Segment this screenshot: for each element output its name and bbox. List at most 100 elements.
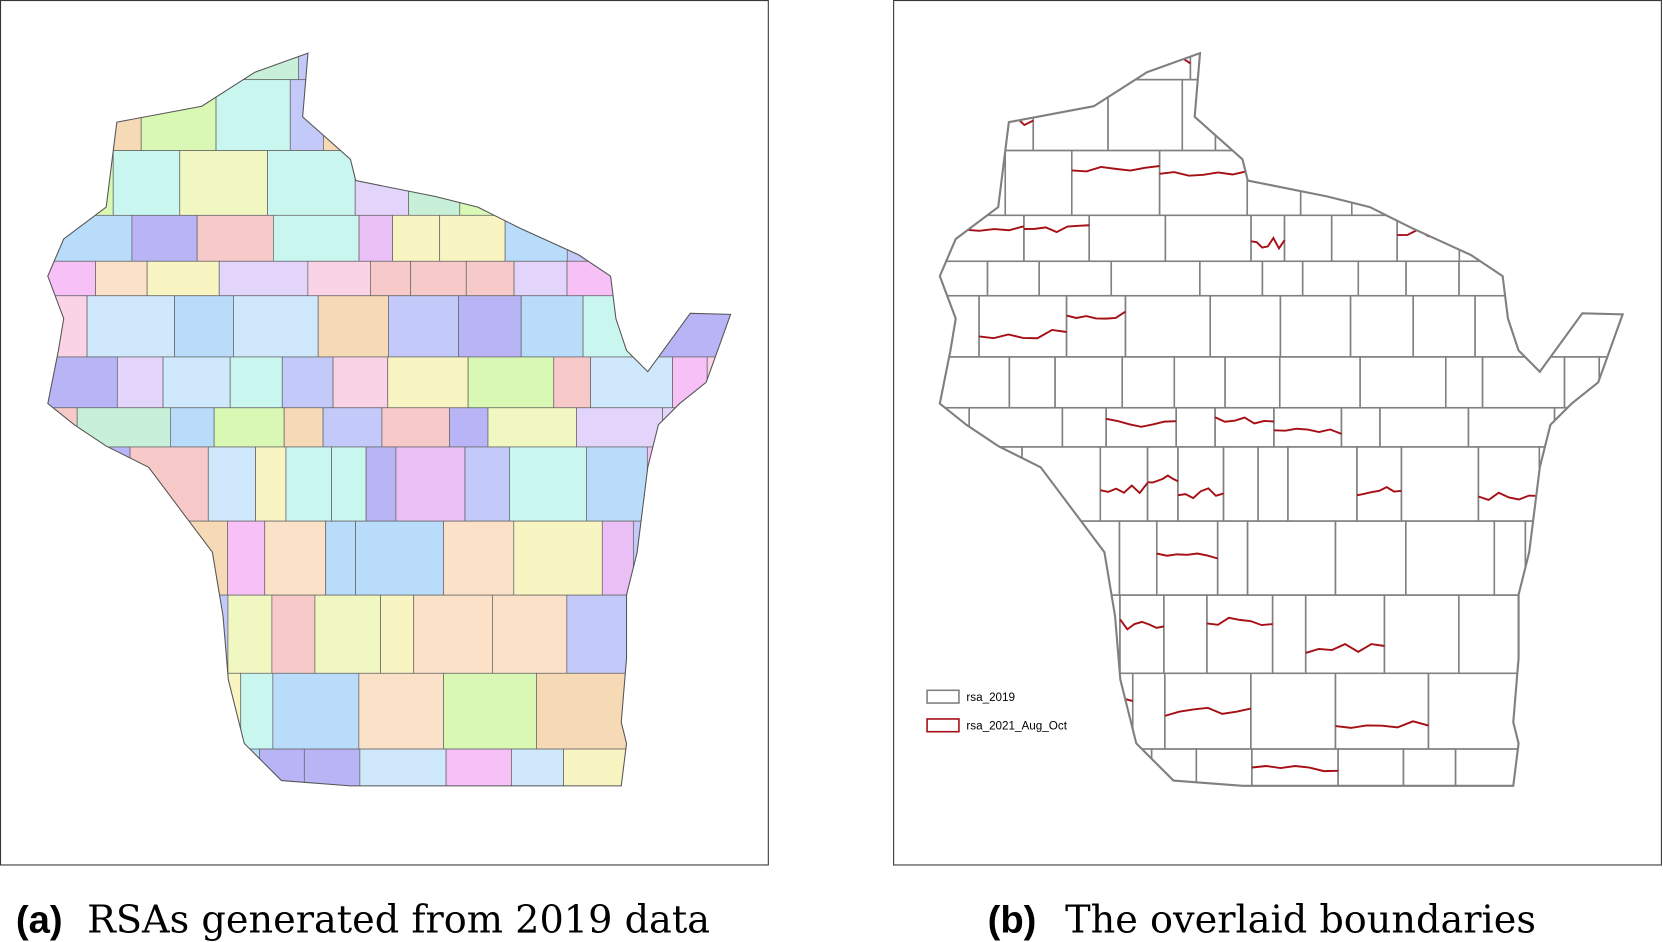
region [358,214,393,262]
region-2021 [1177,487,1224,500]
caption: RSAs generated from 2019 data [87,898,710,942]
region [388,295,459,358]
region-2019 [1121,356,1176,409]
region [227,520,266,596]
region-2019 [1349,294,1415,358]
region-2019 [1301,260,1360,297]
region [370,260,412,297]
region-2019 [1054,356,1124,409]
region-2019 [1477,446,1541,522]
region [576,407,663,448]
region [116,356,164,409]
region [283,407,324,448]
region [513,260,568,297]
region-2021 [1251,765,1339,773]
region-2019 [1004,149,1073,217]
region-2019 [1118,520,1158,596]
region-2019 [1304,594,1386,675]
region [536,672,628,750]
region-2019 [1175,406,1216,448]
region-2021 [1100,482,1149,495]
region [240,672,274,750]
region-2021 [1119,618,1165,631]
region-2019 [1209,294,1282,358]
region-2019 [1124,294,1212,358]
region-2019 [1008,356,1056,409]
region-2019 [1340,406,1381,448]
region [322,407,383,448]
region [215,79,291,151]
region-2019 [1199,260,1264,297]
region [112,150,181,216]
region [273,214,360,262]
region [331,446,367,522]
region [467,356,555,409]
caption: The overlaid boundaries [1065,898,1536,942]
region [267,150,356,216]
region [387,356,469,409]
region-2019 [1099,446,1149,522]
region [392,214,441,262]
region [410,260,467,297]
region [272,672,360,750]
region-2019 [1271,594,1307,675]
region-2021 [1071,165,1160,173]
region [170,407,215,448]
region [229,356,283,409]
region-2019 [1065,294,1127,358]
region [443,520,515,596]
region [358,672,444,750]
region [487,407,577,448]
region-2019 [1216,520,1249,596]
region [95,260,148,297]
region-2021 [1478,491,1540,501]
region [381,407,450,448]
region [380,594,415,674]
region-2021 [1066,310,1127,320]
region [509,446,587,522]
region [207,446,256,522]
region-2021 [1023,224,1090,234]
region-2019 [1250,214,1286,263]
region-2019 [1163,594,1208,675]
region-2019 [1173,356,1226,409]
region [563,748,634,786]
region-2019 [978,294,1068,358]
region-2021 [1156,552,1218,560]
region-2019 [1023,214,1091,263]
region-2021 [1159,170,1248,177]
region [332,356,389,409]
region [511,748,564,786]
region-2019 [1402,748,1457,786]
region-2021 [1206,616,1273,627]
region-2021 [1305,643,1385,654]
region [271,594,316,674]
region-2019 [1283,214,1333,263]
region [513,520,603,596]
region-2019 [1061,406,1107,448]
region [233,295,319,358]
region-2019 [1383,594,1460,675]
region [365,446,397,522]
region-2019 [1412,294,1476,358]
panel-label: (a) [16,898,63,941]
region-2019 [1379,406,1470,448]
region [131,214,198,262]
region [255,446,287,522]
region-2019 [1177,446,1225,522]
region [590,356,673,409]
panel-label: (b) [988,898,1037,941]
region-2019 [1287,446,1358,522]
region-2019 [1359,356,1447,409]
region-2019 [1119,594,1165,675]
region [439,214,506,262]
region-2019 [1070,149,1161,217]
region-2019 [1224,356,1281,409]
region [553,356,591,409]
region-2019 [1357,260,1407,297]
region-2019 [986,260,1040,297]
region [264,520,327,596]
legend-swatch [926,689,960,704]
region-2019 [1206,594,1274,675]
